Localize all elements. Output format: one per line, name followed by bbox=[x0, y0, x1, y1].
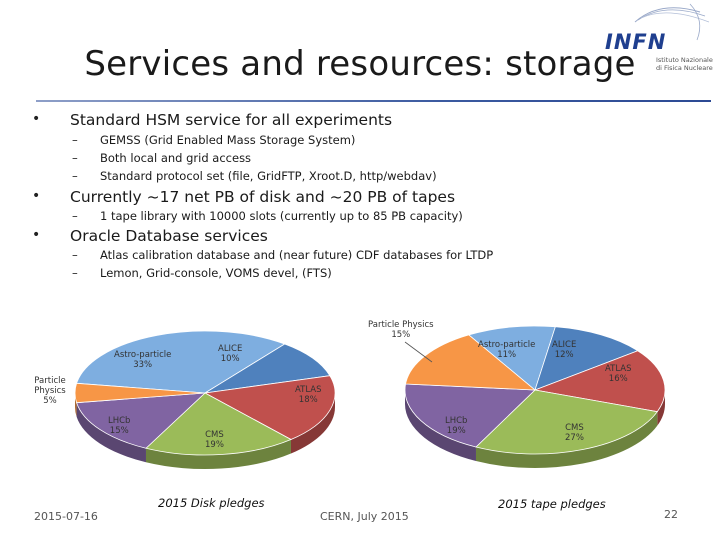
pie-label: ALICE 12% bbox=[552, 340, 577, 360]
pie-label: Astro-particle 33% bbox=[114, 350, 172, 370]
slide-number: 22 bbox=[664, 508, 678, 521]
pie-label: Astro-particle 11% bbox=[478, 340, 536, 360]
pie-label: Particle Physics 15% bbox=[368, 320, 434, 340]
bullet-text: Standard HSM service for all experiments bbox=[70, 111, 393, 129]
pie-slice-side bbox=[76, 402, 146, 463]
pie-slice-side bbox=[405, 390, 476, 462]
bullet-dot-icon: • bbox=[32, 111, 41, 127]
sub-bullet: –1 tape library with 10000 slots (curren… bbox=[72, 209, 463, 223]
pie-slice-lhcb bbox=[404, 383, 536, 448]
logo-wordmark: INFN bbox=[605, 30, 667, 54]
pie-label: LHCb 19% bbox=[445, 416, 468, 436]
bullet-dot-icon: • bbox=[32, 227, 41, 243]
pie-slice-astro-particle bbox=[467, 325, 556, 391]
sub-bullet: – Standard protocol set (file, GridFTP, X… bbox=[72, 169, 437, 183]
pie-slice-cms bbox=[145, 392, 292, 456]
bullet-text: Currently ~17 net PB of disk and ~20 PB … bbox=[70, 188, 456, 206]
sub-bullet: – Both local and grid access bbox=[72, 151, 252, 165]
footer-date: 2015-07-16 bbox=[34, 510, 98, 523]
pie-slice-side bbox=[657, 390, 665, 426]
pie-label: Particle Physics 5% bbox=[34, 376, 66, 406]
pie-slice-side bbox=[290, 393, 335, 454]
tape-pledges-pie-chart bbox=[404, 325, 666, 468]
leader-line bbox=[404, 341, 433, 363]
disk-chart-caption: 2015 Disk pledges bbox=[158, 496, 265, 510]
pie-slice-alice bbox=[534, 326, 639, 391]
pie-slice-side bbox=[145, 439, 291, 469]
pie-slice-particle-physics bbox=[74, 382, 206, 404]
pie-label: CMS 27% bbox=[565, 423, 584, 443]
pie-slice-astro-particle bbox=[76, 330, 286, 394]
tape-chart-caption: 2015 tape pledges bbox=[498, 497, 606, 511]
pie-slice-alice bbox=[204, 343, 331, 394]
pie-slice-particle-physics bbox=[405, 334, 537, 391]
sub-bullet: – Atlas calibration database and (near fu… bbox=[72, 248, 494, 262]
pie-label: ATLAS 18% bbox=[295, 385, 322, 405]
pie-label: LHCb 15% bbox=[108, 416, 131, 436]
sub-bullet: – GEMSS (Grid Enabled Mass Storage System… bbox=[72, 133, 356, 147]
pie-label: ATLAS 16% bbox=[605, 364, 632, 384]
infn-logo-icon bbox=[634, 3, 710, 41]
footer-venue: CERN, July 2015 bbox=[320, 510, 409, 523]
slide-title: Services and resources: storage bbox=[84, 44, 636, 84]
bullet-text: Oracle Database services bbox=[70, 227, 268, 245]
pie-slice-atlas bbox=[203, 375, 336, 440]
disk-pledges-pie-chart bbox=[74, 330, 336, 469]
bullet-dot-icon: • bbox=[32, 188, 41, 204]
sub-bullet: – Lemon, Grid-console, VOMS devel, (FTS) bbox=[72, 266, 332, 280]
title-underline bbox=[36, 100, 711, 102]
pie-label: ALICE 10% bbox=[218, 344, 243, 364]
pie-slice-lhcb bbox=[76, 392, 207, 449]
pie-slice-atlas bbox=[533, 350, 666, 413]
pie-label: CMS 19% bbox=[205, 430, 224, 450]
logo-subtitle: Istituto Nazionale di Fisica Nucleare bbox=[656, 56, 713, 72]
pie-slice-cms bbox=[475, 389, 659, 455]
